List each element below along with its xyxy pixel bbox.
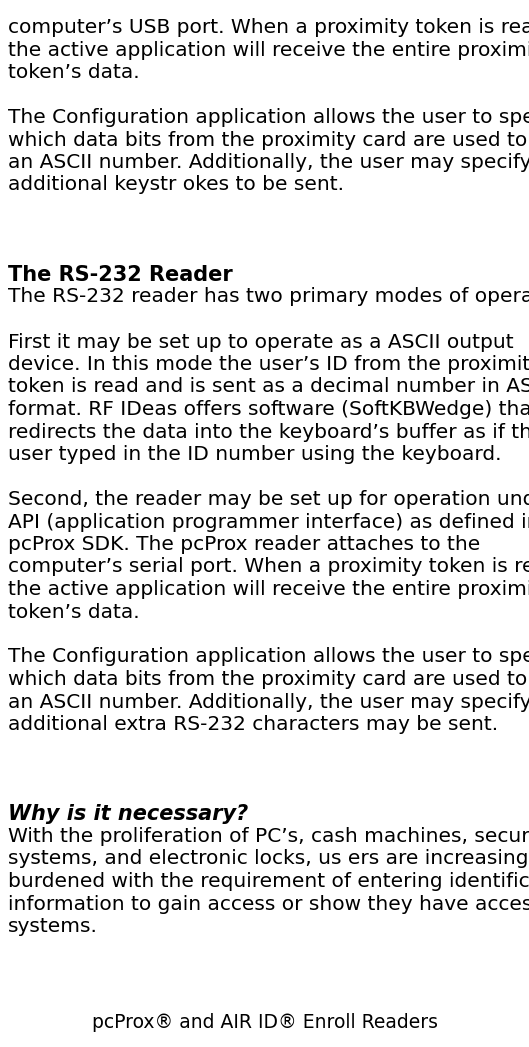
Text: an ASCII number. Additionally, the user may specify: an ASCII number. Additionally, the user …	[8, 153, 529, 172]
Text: additional keystr okes to be sent.: additional keystr okes to be sent.	[8, 176, 344, 195]
Text: which data bits from the proximity card are used to create: which data bits from the proximity card …	[8, 131, 529, 150]
Text: device. In this mode the user’s ID from the proximity: device. In this mode the user’s ID from …	[8, 355, 529, 374]
Text: Second, the reader may be set up for operation under the: Second, the reader may be set up for ope…	[8, 490, 529, 509]
Text: First it may be set up to operate as a ASCII output: First it may be set up to operate as a A…	[8, 333, 514, 352]
Text: The RS-232 Reader: The RS-232 Reader	[8, 265, 233, 285]
Text: systems, and electronic locks, us ers are increasingly: systems, and electronic locks, us ers ar…	[8, 849, 529, 869]
Text: user typed in the ID number using the keyboard.: user typed in the ID number using the ke…	[8, 445, 501, 464]
Text: computer’s serial port. When a proximity token is read,: computer’s serial port. When a proximity…	[8, 557, 529, 577]
Text: the active application will receive the entire proximity: the active application will receive the …	[8, 41, 529, 60]
Text: an ASCII number. Additionally, the user may specify: an ASCII number. Additionally, the user …	[8, 692, 529, 712]
Text: token’s data.: token’s data.	[8, 63, 140, 82]
Text: information to gain access or show they have accessed: information to gain access or show they …	[8, 894, 529, 913]
Text: which data bits from the proximity card are used to create: which data bits from the proximity card …	[8, 670, 529, 689]
Text: The Configuration application allows the user to specify: The Configuration application allows the…	[8, 647, 529, 667]
Text: burdened with the requirement of entering identification: burdened with the requirement of enterin…	[8, 872, 529, 891]
Text: API (application programmer interface) as defined in the: API (application programmer interface) a…	[8, 512, 529, 532]
Text: token is read and is sent as a decimal number in ASCII: token is read and is sent as a decimal n…	[8, 378, 529, 397]
Text: The RS-232 reader has two primary modes of operation.: The RS-232 reader has two primary modes …	[8, 288, 529, 307]
Text: Why is it necessary?: Why is it necessary?	[8, 804, 248, 824]
Text: systems.: systems.	[8, 917, 98, 936]
Text: pcProx® and AIR ID® Enroll Readers: pcProx® and AIR ID® Enroll Readers	[92, 1013, 437, 1032]
Text: With the proliferation of PC’s, cash machines, security: With the proliferation of PC’s, cash mac…	[8, 827, 529, 846]
Text: the active application will receive the entire proximity: the active application will receive the …	[8, 580, 529, 599]
Text: redirects the data into the keyboard’s buffer as if the: redirects the data into the keyboard’s b…	[8, 423, 529, 442]
Text: pcProx SDK. The pcProx reader attaches to the: pcProx SDK. The pcProx reader attaches t…	[8, 535, 480, 554]
Text: The Configuration application allows the user to specify: The Configuration application allows the…	[8, 108, 529, 127]
Text: additional extra RS-232 characters may be sent.: additional extra RS-232 characters may b…	[8, 715, 498, 734]
Text: format. RF IDeas offers software (SoftKBWedge) that: format. RF IDeas offers software (SoftKB…	[8, 400, 529, 419]
Text: token’s data.: token’s data.	[8, 602, 140, 622]
Text: computer’s USB port. When a proximity token is read,: computer’s USB port. When a proximity to…	[8, 18, 529, 37]
